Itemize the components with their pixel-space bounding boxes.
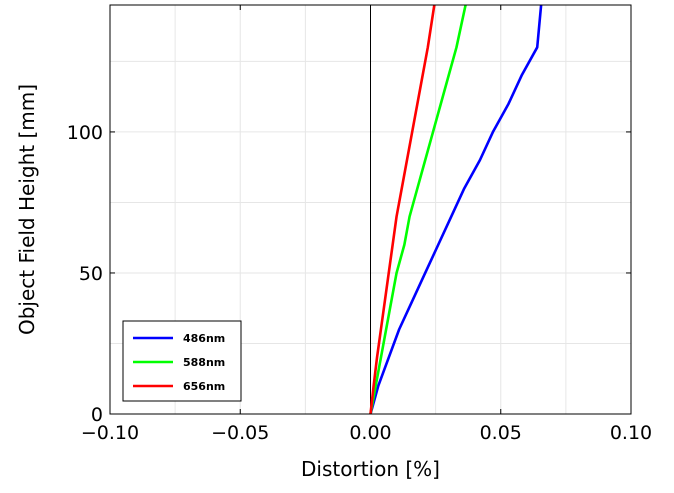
x-tick-label: 0.05 [480, 422, 522, 444]
y-tick-labels: 0 50 100 [67, 122, 103, 426]
legend: 486nm 588nm 656nm [122, 320, 242, 402]
y-tick-label: 100 [67, 122, 103, 144]
x-tick-label: −0.10 [81, 422, 139, 444]
x-tick-label: 0.00 [349, 422, 391, 444]
legend-label: 486nm [183, 332, 225, 345]
legend-label: 656nm [183, 380, 225, 393]
legend-label: 588nm [183, 356, 225, 369]
x-tick-label: 0.10 [610, 422, 652, 444]
plot-frame [109, 4, 632, 415]
x-tick-label: −0.05 [211, 422, 269, 444]
y-axis-title: Object Field Height [mm] [15, 84, 39, 335]
y-tick-label: 0 [91, 404, 103, 426]
series-line-486nm [369, 4, 543, 415]
x-axis-title: Distortion [%] [301, 457, 440, 481]
series-lines [369, 4, 543, 415]
x-tick-labels: −0.10 −0.05 0.00 0.05 0.10 [81, 422, 652, 444]
y-tick-label: 50 [79, 263, 103, 285]
series-line-656nm [369, 4, 436, 415]
series-line-588nm [369, 4, 467, 415]
